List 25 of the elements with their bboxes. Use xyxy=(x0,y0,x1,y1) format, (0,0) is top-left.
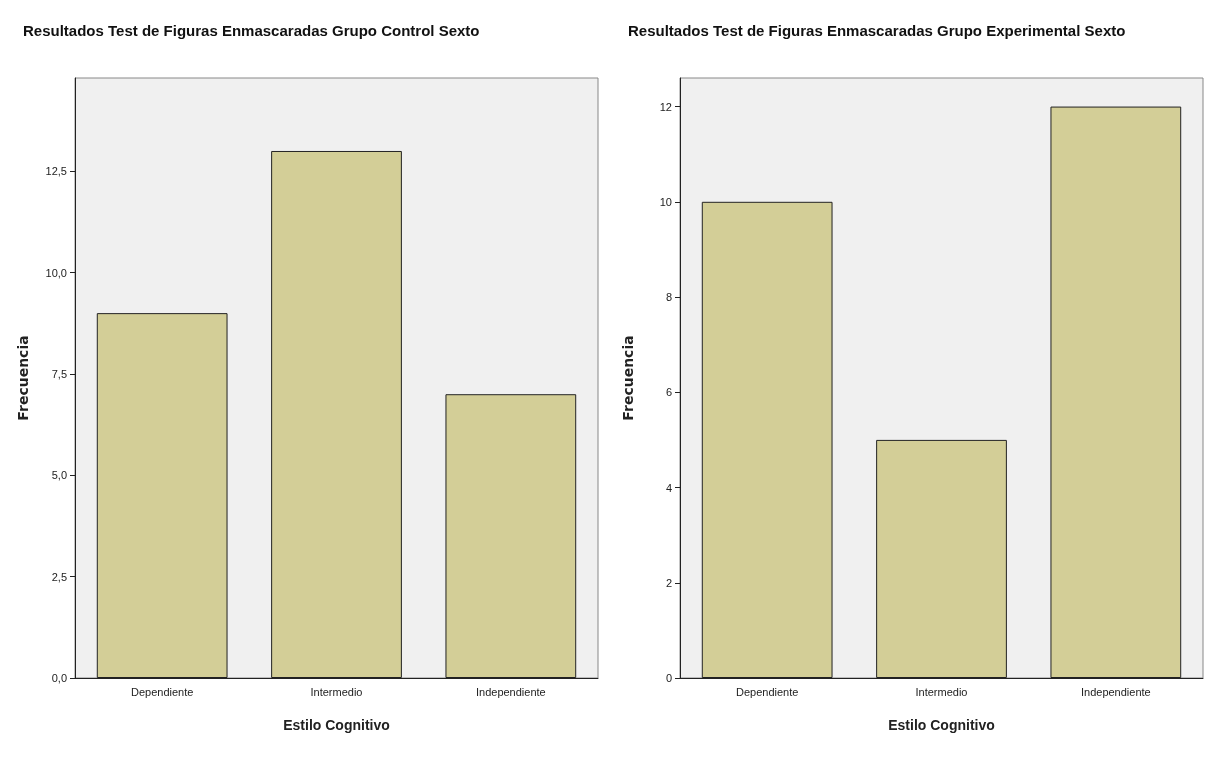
x-tick-label: Intermedio xyxy=(915,685,968,698)
y-tick-label: 0,0 xyxy=(51,672,67,684)
y-axis-title: Frecuencia xyxy=(15,335,31,421)
y-tick-label: 8 xyxy=(665,291,672,304)
x-tick-label: Dependiente xyxy=(735,685,799,698)
x-axis-title: Estilo Cognitivo xyxy=(283,717,390,733)
y-tick-label: 10 xyxy=(659,195,672,208)
y-tick-label: 2 xyxy=(665,576,672,589)
x-tick-label: Intermedio xyxy=(310,685,363,698)
y-tick-label: 5,0 xyxy=(51,469,67,482)
x-tick-label: Independiente xyxy=(475,685,546,698)
y-tick-label: 12,5 xyxy=(45,165,67,178)
y-tick-label: 7,5 xyxy=(51,367,67,380)
x-axis-title: Estilo Cognitivo xyxy=(888,717,995,733)
y-tick-label: 0 xyxy=(665,672,672,684)
x-tick-label: Independiente xyxy=(1080,685,1151,698)
y-tick-label: 2,5 xyxy=(51,570,67,583)
y-tick-label: 12 xyxy=(659,100,672,113)
chart-title: Resultados Test de Figuras Enmascaradas Grupo Control Sexto xyxy=(23,22,480,39)
x-tick-label: Dependiente xyxy=(130,685,194,698)
y-tick-label: 4 xyxy=(665,481,672,494)
chart-title: Resultados Test de Figuras Enmascaradas Grupo Experimental Sexto xyxy=(628,22,1126,39)
y-tick-label: 10,0 xyxy=(45,266,67,279)
y-tick-label: 6 xyxy=(665,386,672,399)
y-axis-title: Frecuencia xyxy=(620,335,636,421)
